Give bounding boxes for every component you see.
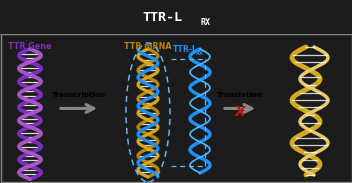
Text: Translation: Translation xyxy=(217,92,263,98)
Text: TTR Gene: TTR Gene xyxy=(8,42,52,51)
Text: RX: RX xyxy=(201,18,210,27)
Text: TTR-L: TTR-L xyxy=(142,11,182,24)
Text: TTR mRNA: TTR mRNA xyxy=(124,42,172,51)
Text: TTR-L: TTR-L xyxy=(173,45,198,54)
Text: RX: RX xyxy=(195,51,203,56)
Text: Transcription: Transcription xyxy=(52,92,106,98)
Text: X: X xyxy=(235,105,245,119)
